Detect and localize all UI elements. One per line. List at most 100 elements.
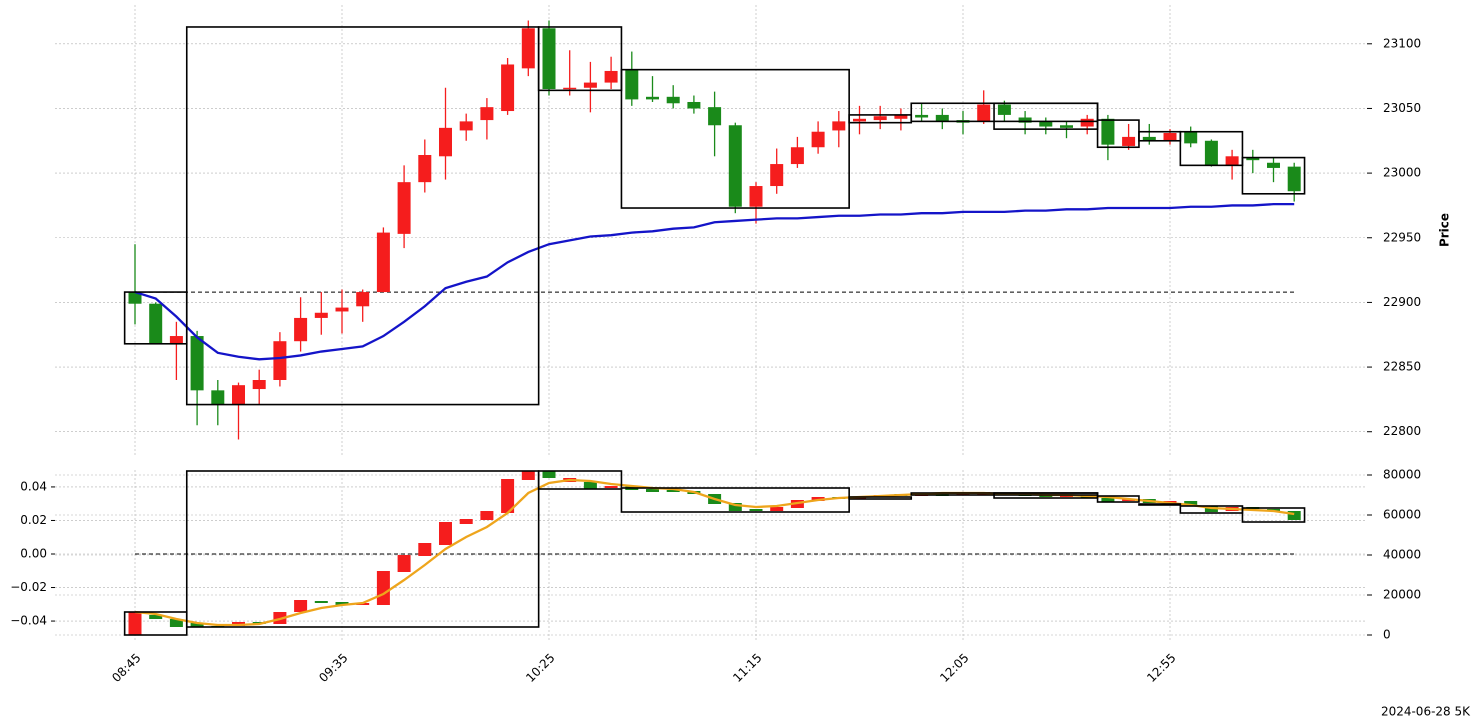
range-box: [620, 487, 850, 513]
y2-tick-label: 80000: [1383, 468, 1421, 482]
x-tick-label: 09:35: [316, 651, 350, 685]
candle-body: [376, 232, 390, 293]
candle-body: [646, 96, 659, 100]
candle-body: [418, 155, 432, 183]
y-tick-label: 22800: [1383, 424, 1421, 438]
range-box: [185, 26, 540, 406]
candle-body: [252, 380, 266, 390]
candle-body: [542, 471, 556, 478]
candle-body: [1142, 136, 1156, 141]
y-tick-label: 23050: [1383, 101, 1421, 115]
candle-body: [873, 116, 887, 121]
y-tick-label: −0.02: [10, 580, 47, 594]
candle-body: [935, 114, 949, 122]
candle-body: [521, 471, 535, 480]
candle-body: [583, 82, 597, 88]
candle-body: [211, 390, 225, 405]
y-axis-label: Price: [1438, 213, 1452, 247]
range-box: [1179, 130, 1244, 167]
candle-body: [1101, 118, 1115, 145]
candle-body: [1184, 131, 1198, 144]
candle-body: [853, 118, 866, 122]
candle-body: [1039, 121, 1053, 127]
candle-body: [894, 114, 908, 119]
candle-body: [1287, 166, 1301, 192]
candle-body: [335, 602, 349, 605]
candle-body: [666, 490, 680, 492]
candle-body: [1122, 136, 1136, 146]
x-tick-label: 12:05: [937, 651, 971, 685]
y-tick-label: 0.02: [20, 513, 47, 527]
candle-body: [480, 107, 494, 121]
x-tick-label: 08:45: [109, 651, 143, 685]
candle-body: [811, 131, 825, 148]
x-tick-label: 11:15: [730, 651, 764, 685]
y-tick-label: 23100: [1383, 36, 1421, 50]
candle-body: [521, 28, 535, 69]
candle-body: [1246, 157, 1260, 161]
candle-body: [770, 507, 784, 511]
candle-body: [149, 615, 163, 619]
y-tick-label: −0.04: [10, 614, 47, 628]
range-box: [1096, 495, 1140, 503]
candle-body: [997, 104, 1011, 115]
candle-body: [356, 292, 370, 307]
candle-body: [770, 164, 784, 187]
candle-body: [832, 121, 846, 131]
candle-body: [149, 303, 163, 344]
candle-body: [1163, 133, 1177, 141]
footer: 2024-06-28 5K: [1381, 705, 1471, 719]
candle-body: [501, 64, 515, 112]
candle-body: [749, 509, 763, 511]
candle-body: [1204, 140, 1218, 166]
y2-tick-label: 40000: [1383, 548, 1421, 562]
range-box: [185, 470, 540, 628]
y-tick-label: 22950: [1383, 230, 1421, 244]
candle-body: [1018, 117, 1032, 123]
candle-body: [1080, 118, 1094, 127]
candle-body: [128, 292, 142, 304]
candle-body: [625, 69, 639, 100]
y-tick-label: 0.04: [20, 479, 47, 493]
range-box: [537, 470, 623, 490]
average-line: [134, 202, 1295, 361]
candle-body: [397, 555, 411, 572]
candle-body: [666, 96, 680, 104]
candle-body: [190, 336, 204, 391]
range-box: [1241, 507, 1306, 523]
y2-tick-label: 60000: [1383, 508, 1421, 522]
candle-body: [604, 70, 618, 83]
candle-body: [294, 600, 308, 612]
candle-body: [708, 107, 722, 126]
y2-tick-label: 0: [1383, 628, 1391, 642]
candle-body: [646, 489, 659, 492]
candle-body: [459, 121, 473, 131]
candle-body: [1184, 501, 1198, 506]
candle-body: [169, 619, 183, 627]
candle-body: [563, 87, 577, 90]
candle-body: [1267, 162, 1280, 168]
candle-body: [314, 312, 328, 318]
candle-body: [397, 182, 411, 234]
range-box: [993, 102, 1099, 130]
candle-body: [1060, 125, 1073, 128]
candle-body: [232, 385, 245, 405]
candle-body: [1101, 498, 1115, 502]
candle-body: [335, 307, 349, 312]
candle-body: [439, 127, 452, 157]
range-box: [1241, 156, 1306, 195]
candle-body: [294, 317, 308, 342]
candle-body: [273, 341, 287, 380]
x-tick-label: 10:25: [523, 651, 557, 685]
candle-body: [190, 623, 204, 627]
candle-body: [749, 186, 763, 207]
candle-body: [604, 486, 618, 488]
candle-body: [687, 101, 701, 109]
range-box: [848, 496, 913, 500]
candle-body: [1287, 511, 1301, 520]
candle-body: [728, 503, 742, 511]
candle-body: [790, 147, 804, 165]
candle-body: [418, 543, 432, 556]
range-box: [537, 26, 623, 92]
